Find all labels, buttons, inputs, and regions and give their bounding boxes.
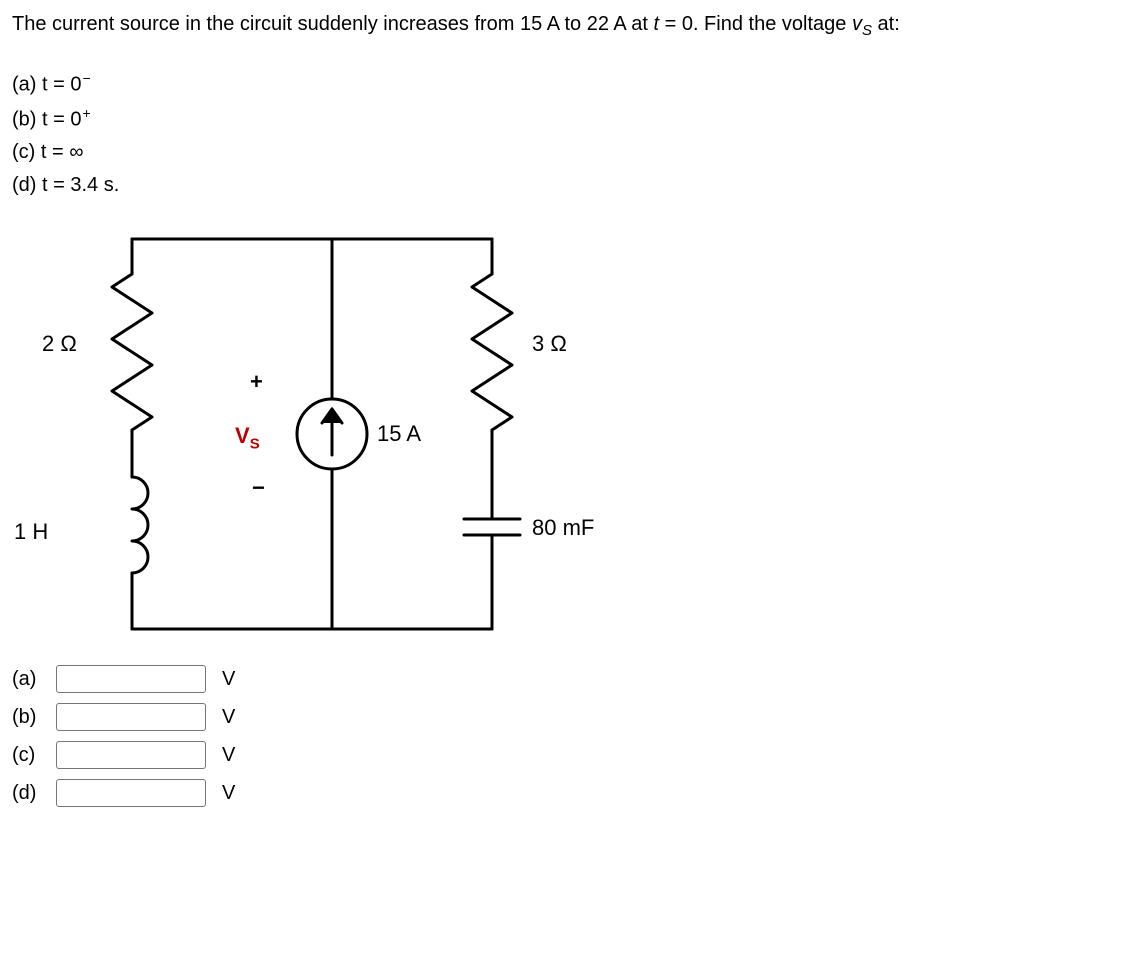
part-b-sup: + <box>82 105 90 121</box>
label-l-left: 1 H <box>14 519 48 545</box>
label-plus: + <box>250 369 263 395</box>
part-a-text: (a) t = 0 <box>12 74 81 96</box>
problem-v: v <box>852 13 862 35</box>
problem-prefix: The current source in the circuit sudden… <box>12 13 653 35</box>
label-r-right: 3 Ω <box>532 331 567 357</box>
answer-input-c[interactable] <box>56 741 206 769</box>
part-c: (c) t = ∞ <box>12 136 1115 168</box>
answer-unit-a: V <box>216 668 242 691</box>
label-r-left: 2 Ω <box>42 331 77 357</box>
label-source: 15 A <box>377 421 421 447</box>
part-a-sup: − <box>82 70 90 86</box>
answer-label-a: (a) <box>12 668 56 691</box>
answer-input-a[interactable] <box>56 665 206 693</box>
parts-list: (a) t = 0− (b) t = 0+ (c) t = ∞ (d) t = … <box>12 67 1115 201</box>
label-vs: VS <box>235 423 260 452</box>
answer-unit-b: V <box>216 706 242 729</box>
vs-sub: S <box>250 436 260 453</box>
answer-label-c: (c) <box>12 744 56 767</box>
answer-unit-d: V <box>216 782 242 805</box>
part-d: (d) t = 3.4 s. <box>12 169 1115 201</box>
part-b: (b) t = 0+ <box>12 102 1115 136</box>
answer-input-d[interactable] <box>56 779 206 807</box>
answers-grid: (a) V (b) V (c) V (d) V <box>12 665 1115 807</box>
circuit-diagram: 2 Ω 1 H 3 Ω 80 mF 15 A + VS − <box>12 219 652 649</box>
part-b-text: (b) t = 0 <box>12 108 81 130</box>
problem-eq-zero: = 0. Find the voltage <box>659 13 852 35</box>
problem-suffix: at: <box>872 13 900 35</box>
vs-v: V <box>235 423 250 448</box>
circuit-svg <box>12 219 652 649</box>
problem-v-sub: S <box>862 22 872 39</box>
answer-label-b: (b) <box>12 706 56 729</box>
label-c-right: 80 mF <box>532 515 594 541</box>
answer-input-b[interactable] <box>56 703 206 731</box>
problem-statement: The current source in the circuit sudden… <box>12 10 1115 41</box>
label-minus: − <box>252 475 265 501</box>
answer-unit-c: V <box>216 744 242 767</box>
part-a: (a) t = 0− <box>12 67 1115 101</box>
answer-label-d: (d) <box>12 782 56 805</box>
